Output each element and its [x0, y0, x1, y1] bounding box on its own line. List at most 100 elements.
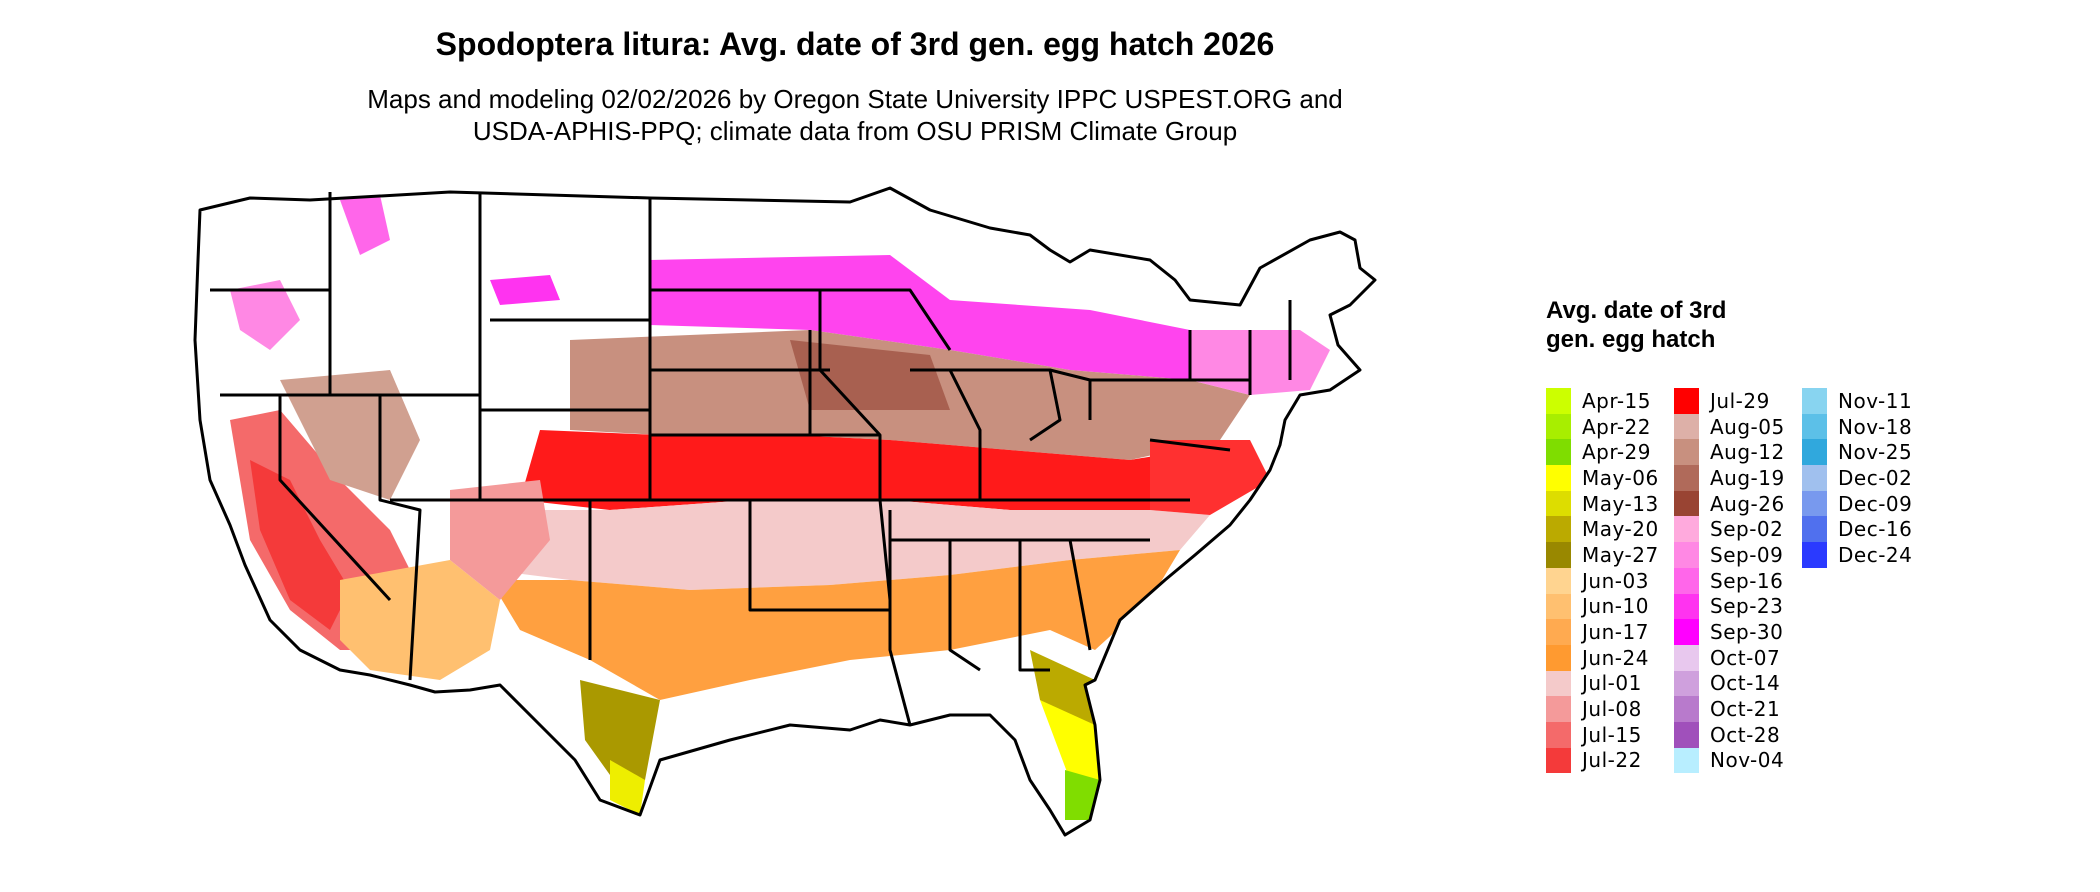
legend-label: Aug-05 — [1710, 414, 1785, 439]
legend-item: Jul-08 — [1546, 696, 1659, 722]
map-legend: Avg. date of 3rd gen. egg hatch Apr-15 Ap… — [1546, 296, 2066, 774]
legend-swatch — [1802, 516, 1827, 543]
legend-item: Apr-15 — [1546, 388, 1659, 414]
legend-label: Apr-22 — [1582, 414, 1651, 439]
legend-label: Oct-28 — [1710, 722, 1781, 747]
legend-label: Dec-24 — [1838, 542, 1913, 567]
legend-item: Sep-23 — [1674, 593, 1785, 620]
legend-label: May-06 — [1582, 465, 1659, 490]
legend-swatch — [1546, 516, 1571, 543]
legend-item: Nov-18 — [1802, 413, 1913, 440]
legend-label: Sep-09 — [1710, 542, 1784, 567]
zone-may-20 — [580, 680, 660, 780]
legend-label: Oct-14 — [1710, 671, 1781, 696]
legend-item: Dec-16 — [1802, 516, 1913, 543]
legend-item: Aug-26 — [1674, 490, 1785, 517]
legend-item: May-27 — [1546, 542, 1659, 568]
legend-column: Nov-11 Nov-18 Nov-25 Dec-02 Dec-09 Dec-16 Dec-… — [1802, 388, 1912, 568]
legend-label: Nov-11 — [1838, 388, 1913, 413]
legend-swatch — [1546, 439, 1571, 466]
zone-sep-16-ne — [1190, 330, 1330, 395]
legend-swatch — [1546, 747, 1571, 774]
legend-swatch — [1546, 670, 1571, 697]
us-outline — [193, 186, 1377, 837]
legend-item: Sep-09 — [1674, 542, 1785, 568]
legend-swatch — [1546, 388, 1571, 414]
legend-item: Oct-07 — [1674, 644, 1785, 671]
legend-swatch — [1674, 567, 1699, 594]
legend-label: Jul-22 — [1582, 748, 1642, 773]
legend-swatch — [1674, 619, 1699, 645]
legend-item: Dec-24 — [1802, 542, 1912, 568]
zone-sep-23-id — [340, 195, 390, 255]
legend-item: Apr-29 — [1546, 439, 1659, 466]
legend-swatch — [1546, 721, 1571, 748]
legend-swatch — [1546, 490, 1571, 517]
legend-item: Sep-16 — [1674, 567, 1785, 594]
map-subtitle-line-2: USDA-APHIS-PPQ; climate data from OSU PR… — [472, 116, 1238, 146]
legend-swatch — [1546, 619, 1571, 645]
legend-label: Jun-10 — [1582, 594, 1649, 619]
legend-label: Jul-01 — [1582, 671, 1642, 696]
legend-item: May-13 — [1546, 490, 1659, 517]
legend-swatch — [1674, 542, 1699, 568]
zone-may-06-fl — [1040, 700, 1100, 780]
legend-label: Nov-18 — [1838, 414, 1913, 439]
legend-item: Aug-19 — [1674, 465, 1785, 491]
legend-label: Dec-02 — [1838, 465, 1913, 490]
zone-jul-01 — [490, 500, 1210, 590]
legend-item: Oct-28 — [1674, 721, 1785, 748]
legend-swatch — [1802, 465, 1827, 491]
legend-swatch — [1674, 593, 1699, 620]
zone-sep-16-nw — [230, 280, 300, 350]
legend-swatch — [1674, 721, 1699, 748]
legend-label: Jun-03 — [1582, 568, 1649, 593]
legend-item: May-06 — [1546, 465, 1659, 491]
legend-swatch — [1802, 490, 1827, 517]
legend-label: Dec-16 — [1838, 517, 1913, 542]
legend-swatch — [1674, 439, 1699, 466]
zone-aug-26 — [790, 340, 950, 410]
legend-item: Dec-09 — [1802, 490, 1913, 517]
zone-jul-29 — [520, 430, 1250, 510]
legend-item: Nov-11 — [1802, 388, 1912, 414]
zone-may-06-tx — [610, 760, 645, 815]
legend-label: Sep-16 — [1710, 568, 1784, 593]
legend-label: Aug-12 — [1710, 440, 1785, 465]
zone-jun-24 — [490, 550, 1180, 700]
zone-jul-08-sw — [450, 480, 550, 600]
legend-label: Sep-23 — [1710, 594, 1784, 619]
legend-item: Jun-24 — [1546, 644, 1659, 671]
legend-label: Dec-09 — [1838, 491, 1913, 516]
legend-swatch — [1546, 542, 1571, 568]
legend-label: May-27 — [1582, 542, 1659, 567]
legend-swatch — [1674, 413, 1699, 440]
legend-swatch — [1674, 747, 1699, 774]
legend-label: Nov-25 — [1838, 440, 1913, 465]
legend-label: Jul-29 — [1710, 388, 1770, 413]
map-title: Spodoptera litura: Avg. date of 3rd gen.… — [435, 26, 1275, 62]
legend-label: Oct-21 — [1710, 697, 1781, 722]
legend-item: Aug-12 — [1674, 439, 1785, 466]
state-borders — [193, 186, 1377, 837]
legend-label: Jun-24 — [1582, 645, 1649, 670]
legend-label: May-20 — [1582, 517, 1659, 542]
legend-item: Sep-30 — [1674, 619, 1785, 645]
legend-swatch — [1546, 593, 1571, 620]
legend-swatch — [1546, 644, 1571, 671]
legend-label: Apr-15 — [1582, 388, 1651, 413]
legend-item: Apr-22 — [1546, 413, 1659, 440]
zone-apr-29-fl — [1065, 770, 1100, 820]
legend-label: Sep-30 — [1710, 620, 1784, 645]
legend-swatch — [1546, 696, 1571, 722]
legend-item: Oct-14 — [1674, 670, 1785, 697]
legend-item: Jun-10 — [1546, 593, 1659, 620]
legend-item: Jun-17 — [1546, 619, 1659, 645]
legend-swatch — [1802, 542, 1827, 568]
legend-swatch — [1674, 465, 1699, 491]
legend-label: Aug-19 — [1710, 465, 1785, 490]
legend-item: Dec-02 — [1802, 465, 1912, 491]
zone-aug-12-nv — [280, 370, 420, 500]
legend-swatch — [1546, 413, 1571, 440]
legend-label: Jul-15 — [1582, 722, 1642, 747]
